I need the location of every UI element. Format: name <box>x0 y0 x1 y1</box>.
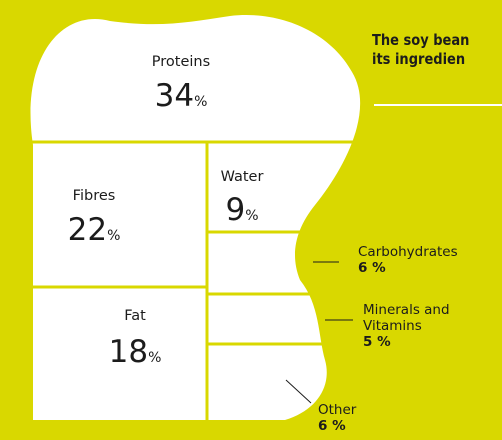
segment-name-minerals-and-vitamins-line-1: Minerals and <box>363 302 450 318</box>
segment-name-carbohydrates: Carbohydrates <box>358 244 458 260</box>
segment-value-number-fibres: 22 <box>68 212 107 248</box>
leader-other <box>285 379 312 404</box>
headline-line-2: its ingredien <box>372 50 466 68</box>
segment-name-minerals-and-vitamins-line-2: Vitamins <box>363 318 422 334</box>
headline-rule <box>374 104 502 106</box>
segment-value-fibres: 22% <box>68 212 121 248</box>
segment-labels: Proteins 34% Fibres 22% Water 9% Fat 18% Carbohy… <box>68 54 458 434</box>
segment-value-proteins: 34% <box>155 78 208 114</box>
segment-name-fat: Fat <box>124 308 146 324</box>
label-leaders <box>285 261 353 404</box>
segment-value-number-fat: 18 <box>109 334 148 370</box>
segment-value-fat: 18% <box>109 334 162 370</box>
bean-shape <box>30 15 361 421</box>
segment-value-unit-fibres: % <box>107 228 120 244</box>
segment-value-water: 9% <box>225 192 258 228</box>
segment-value-unit-proteins: % <box>194 94 207 110</box>
segment-value-minerals-and-vitamins: 5 % <box>363 334 391 350</box>
segment-value-unit-fat: % <box>148 350 161 366</box>
headline: The soy bean its ingredien <box>372 31 490 69</box>
segment-name-water: Water <box>221 169 264 185</box>
segment-value-number-proteins: 34 <box>155 78 194 114</box>
segment-value-other: 6 % <box>318 418 346 434</box>
headline-line-1: The soy bean <box>372 31 470 49</box>
segment-name-other: Other <box>318 402 357 418</box>
segment-dividers <box>0 140 360 430</box>
segment-value-carbohydrates: 6 % <box>358 260 386 276</box>
segment-value-unit-water: % <box>245 208 258 224</box>
segment-name-fibres: Fibres <box>73 188 116 204</box>
segment-value-number-water: 9 <box>225 192 245 228</box>
segment-name-proteins: Proteins <box>152 54 210 70</box>
